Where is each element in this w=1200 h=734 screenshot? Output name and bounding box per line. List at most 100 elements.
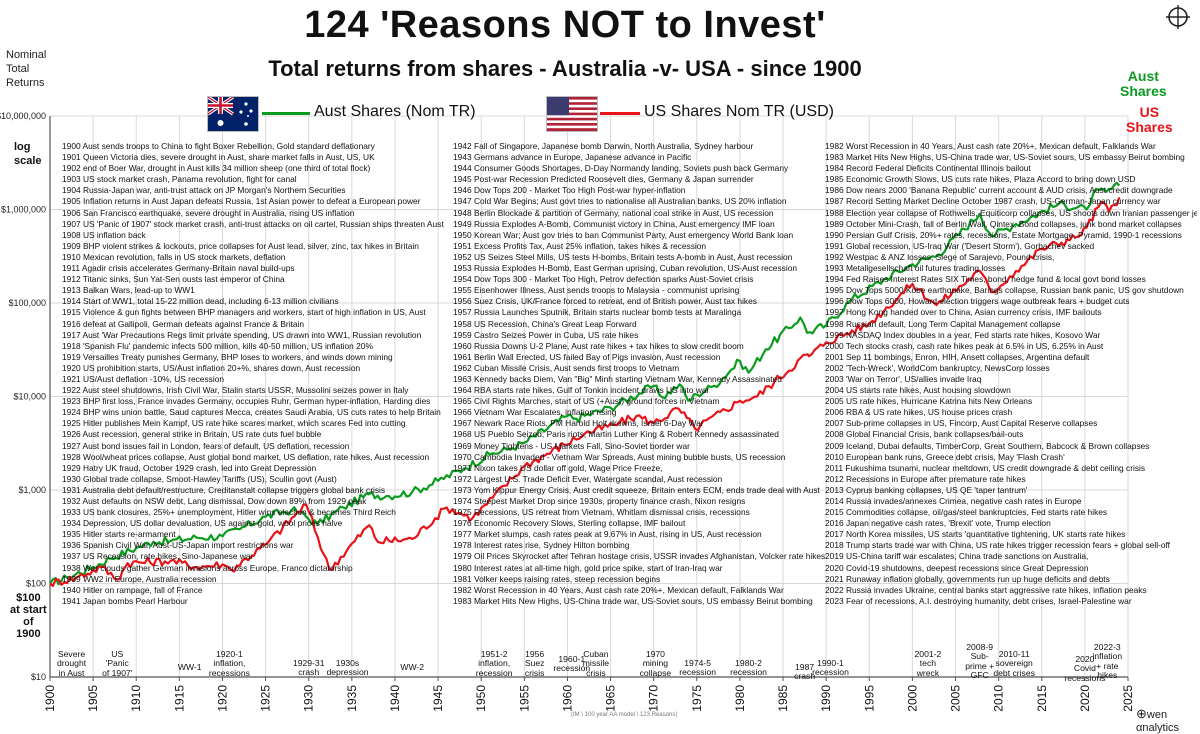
x-tick-label: 1925 bbox=[259, 685, 273, 712]
log-scale-note: log scale bbox=[14, 140, 42, 168]
crisis-period-line: 2020 bbox=[1075, 654, 1095, 664]
event-line: 1908 US inflation back bbox=[62, 229, 146, 240]
y-tick-label: $10 bbox=[31, 672, 46, 682]
event-line: 1942 Fall of Singapore, Japanese bomb Da… bbox=[453, 141, 754, 151]
series bbox=[49, 181, 1121, 588]
event-line: 2022 Russia invades Ukraine, central ban… bbox=[825, 584, 1147, 595]
crisis-period-label: US 'Panic of 1907' bbox=[92, 649, 142, 678]
crisis-period-line: 2022-3 bbox=[1093, 642, 1121, 652]
crisis-period-line: Suez bbox=[524, 658, 545, 669]
event-line: 2011 Fukushima tsunami, nuclear meltdown… bbox=[825, 462, 1146, 473]
event-line: 1932 Aust defaults on NSW debt, Lang dis… bbox=[62, 496, 367, 506]
start-note-line: at start bbox=[10, 604, 47, 616]
event-line: 1922 Aust steel shutdowns, Irish Civil W… bbox=[62, 385, 409, 396]
event-line: 1928 Wool/wheat prices collapse, Aust gl… bbox=[62, 451, 430, 462]
event-line: 1962 Cuban Missile Crisis, Aust sends fi… bbox=[453, 362, 680, 373]
crisis-period-line: drought bbox=[56, 658, 87, 669]
x-tick-label: 1900 bbox=[43, 685, 57, 712]
log-scale-line: log bbox=[14, 141, 31, 153]
crisis-period-label: 1974-5 recession bbox=[673, 658, 723, 678]
crisis-period-label: 2010-11 sovereign debt crises bbox=[989, 649, 1039, 678]
event-line: 1905 Inflation returns in Aust Japan def… bbox=[62, 196, 421, 207]
crisis-period-line: recessions bbox=[1064, 672, 1106, 683]
event-line: 2016 Japan negative cash rates, 'Brexit'… bbox=[825, 518, 1051, 529]
crisis-period-line: recession bbox=[812, 667, 849, 678]
crisis-period-line: WW-2 bbox=[400, 662, 425, 672]
event-line: 1918 'Spanish Flu' pandemic infects 500 … bbox=[62, 340, 373, 351]
event-line: 1966 Vietnam War Escalates, inflation ri… bbox=[453, 407, 617, 418]
crisis-period-label: 1951-2 inflation, recession bbox=[469, 649, 519, 678]
event-line: 1902 end of Boer War, drought in Aust ki… bbox=[62, 163, 371, 174]
y-axis-label-line: Returns bbox=[6, 77, 45, 89]
event-line: 1914 Start of WW1, total 15-22 million d… bbox=[62, 296, 339, 307]
event-column: 1982 Worst Recession in 40 Years, Aust c… bbox=[825, 141, 1197, 607]
x-tick-label: 2010 bbox=[992, 685, 1006, 712]
event-line: 2005 US rate hikes, Hurricane Katrina hi… bbox=[825, 396, 1033, 407]
event-line: 2000 Tech stocks crash, cash rate hikes … bbox=[825, 340, 1104, 351]
event-line: 2020 Covid-19 shutdowns, deepest recessi… bbox=[825, 562, 1089, 573]
event-line: 1952 US Seizes Steel Mills, US tests H-b… bbox=[453, 251, 793, 262]
event-column: 1900 Aust sends troops to China to fight… bbox=[62, 141, 444, 607]
crisis-period-line: inflation, bbox=[478, 658, 511, 669]
event-line: 1983 Market Hits New Highs, US-China tra… bbox=[825, 152, 1185, 163]
crosshair-icon bbox=[1166, 5, 1190, 29]
x-tick-label: 1945 bbox=[431, 685, 445, 712]
y-tick-label: $10,000,000 bbox=[0, 111, 46, 121]
crisis-period-label: 2020 Covid recessions bbox=[1060, 654, 1110, 683]
crisis-period-line: 2010-11 bbox=[998, 649, 1030, 659]
event-line: 2008 Global Financial Crisis, bank colla… bbox=[825, 429, 1024, 440]
event-line: 1951 Excess Profits Tax, Aust 25% inflat… bbox=[453, 240, 707, 251]
start-note-line: of bbox=[23, 616, 34, 628]
event-line: 1912 Titanic sinks, Sun Yat-Sen ousts la… bbox=[62, 274, 285, 285]
event-line: 1910 Mexican revolution, falls in US sto… bbox=[62, 251, 286, 262]
crisis-period-line: Cuban bbox=[583, 649, 609, 659]
event-line: 1955 Eisenhower Illness, Aust sends troo… bbox=[453, 285, 740, 296]
crisis-period-line: tech bbox=[919, 658, 937, 669]
y-axis-label-line: Nominal bbox=[6, 49, 47, 61]
event-line: 1958 US Recession, China's Great Leap Fo… bbox=[453, 318, 637, 329]
event-line: 1992 Westpac & ANZ losses, Siege of Sara… bbox=[825, 251, 1055, 262]
start-value-note: $100 at start of 1900 bbox=[10, 592, 47, 640]
event-line: 1939 WW2 in Europe, Australia recession bbox=[62, 573, 217, 584]
event-line: 2007 Sub-prime collapses in US, Fincorp,… bbox=[825, 418, 1098, 429]
event-line: 1940 Hitler on rampage, fall of France bbox=[62, 584, 203, 595]
aus-legend-label: Aust Shares (Nom TR) bbox=[314, 103, 476, 120]
event-line: 2001 Sep 11 bombings, Enron, HIH, Ansett… bbox=[825, 351, 1090, 362]
crisis-period-line: depression bbox=[326, 667, 369, 678]
aus-legend-swatch bbox=[262, 112, 310, 115]
us-series-line bbox=[49, 196, 1121, 588]
event-line: 1974 Steepest Market Drop since 1930s, p… bbox=[453, 496, 746, 506]
y-axis-label-line: Total bbox=[6, 63, 30, 75]
event-line: 2004 US starts rate hikes, Aust housing … bbox=[825, 385, 1011, 396]
crisis-period-line: sovereign bbox=[995, 658, 1033, 669]
crisis-period-label: 1929-31 crash bbox=[284, 658, 334, 678]
event-line: 1995 Dow Tops 5000 Kobe earthquake, Bari… bbox=[825, 285, 1184, 296]
crisis-period-label: Cuban missile crisis bbox=[571, 649, 621, 678]
event-line: 1960 Russia Downs U-2 Plane, Aust rate h… bbox=[453, 340, 744, 351]
crisis-period-label: 1987 crash bbox=[780, 662, 830, 682]
event-line: 1933 US bank closures, 25%+ unemployment… bbox=[62, 507, 396, 518]
event-line: 1949 Russia Explodes A-Bomb, Communist v… bbox=[453, 218, 775, 229]
event-line: 1956 Suez Crisis, UK/France forced to re… bbox=[453, 296, 757, 307]
event-line: 1997 Hong Kong handed over to China, Asi… bbox=[825, 307, 1102, 318]
page-subtitle: Total returns from shares - Australia -v… bbox=[268, 56, 862, 81]
crisis-period-line: recession bbox=[553, 663, 591, 674]
crisis-period-line: WW-1 bbox=[177, 662, 202, 672]
event-line: 1900 Aust sends troops to China to fight… bbox=[62, 141, 375, 151]
crisis-period-line: 'Panic bbox=[105, 658, 129, 669]
event-line: 1973 Yom Kippur Energy Crisis, Aust cred… bbox=[453, 484, 820, 495]
crisis-period-line: 1974-5 bbox=[684, 658, 712, 668]
x-tick-label: 1915 bbox=[172, 685, 186, 712]
event-line: 1963 Kennedy backs Diem, Van "Big" Minh … bbox=[453, 373, 782, 384]
x-tick-label: 1960 bbox=[560, 685, 574, 712]
crisis-period-line: + rate bbox=[1096, 660, 1119, 671]
crisis-period-line: inflation bbox=[1092, 651, 1123, 662]
event-line: 1980 Interest rates at all-time high, go… bbox=[453, 562, 723, 573]
x-tick-label: 2000 bbox=[905, 685, 919, 712]
x-tick-label: 1965 bbox=[604, 685, 618, 712]
event-line: 2014 Russia invades/annexes Crimea, nega… bbox=[825, 496, 1082, 506]
event-line: 1959 Castro Seizes Power in Cuba, US rat… bbox=[453, 329, 639, 340]
event-line: 1937 US Recession, rate hikes, Sino-Japa… bbox=[62, 551, 254, 562]
event-line: 2009 Iceland, Dubai defaults, TimberCorp… bbox=[825, 440, 1150, 451]
